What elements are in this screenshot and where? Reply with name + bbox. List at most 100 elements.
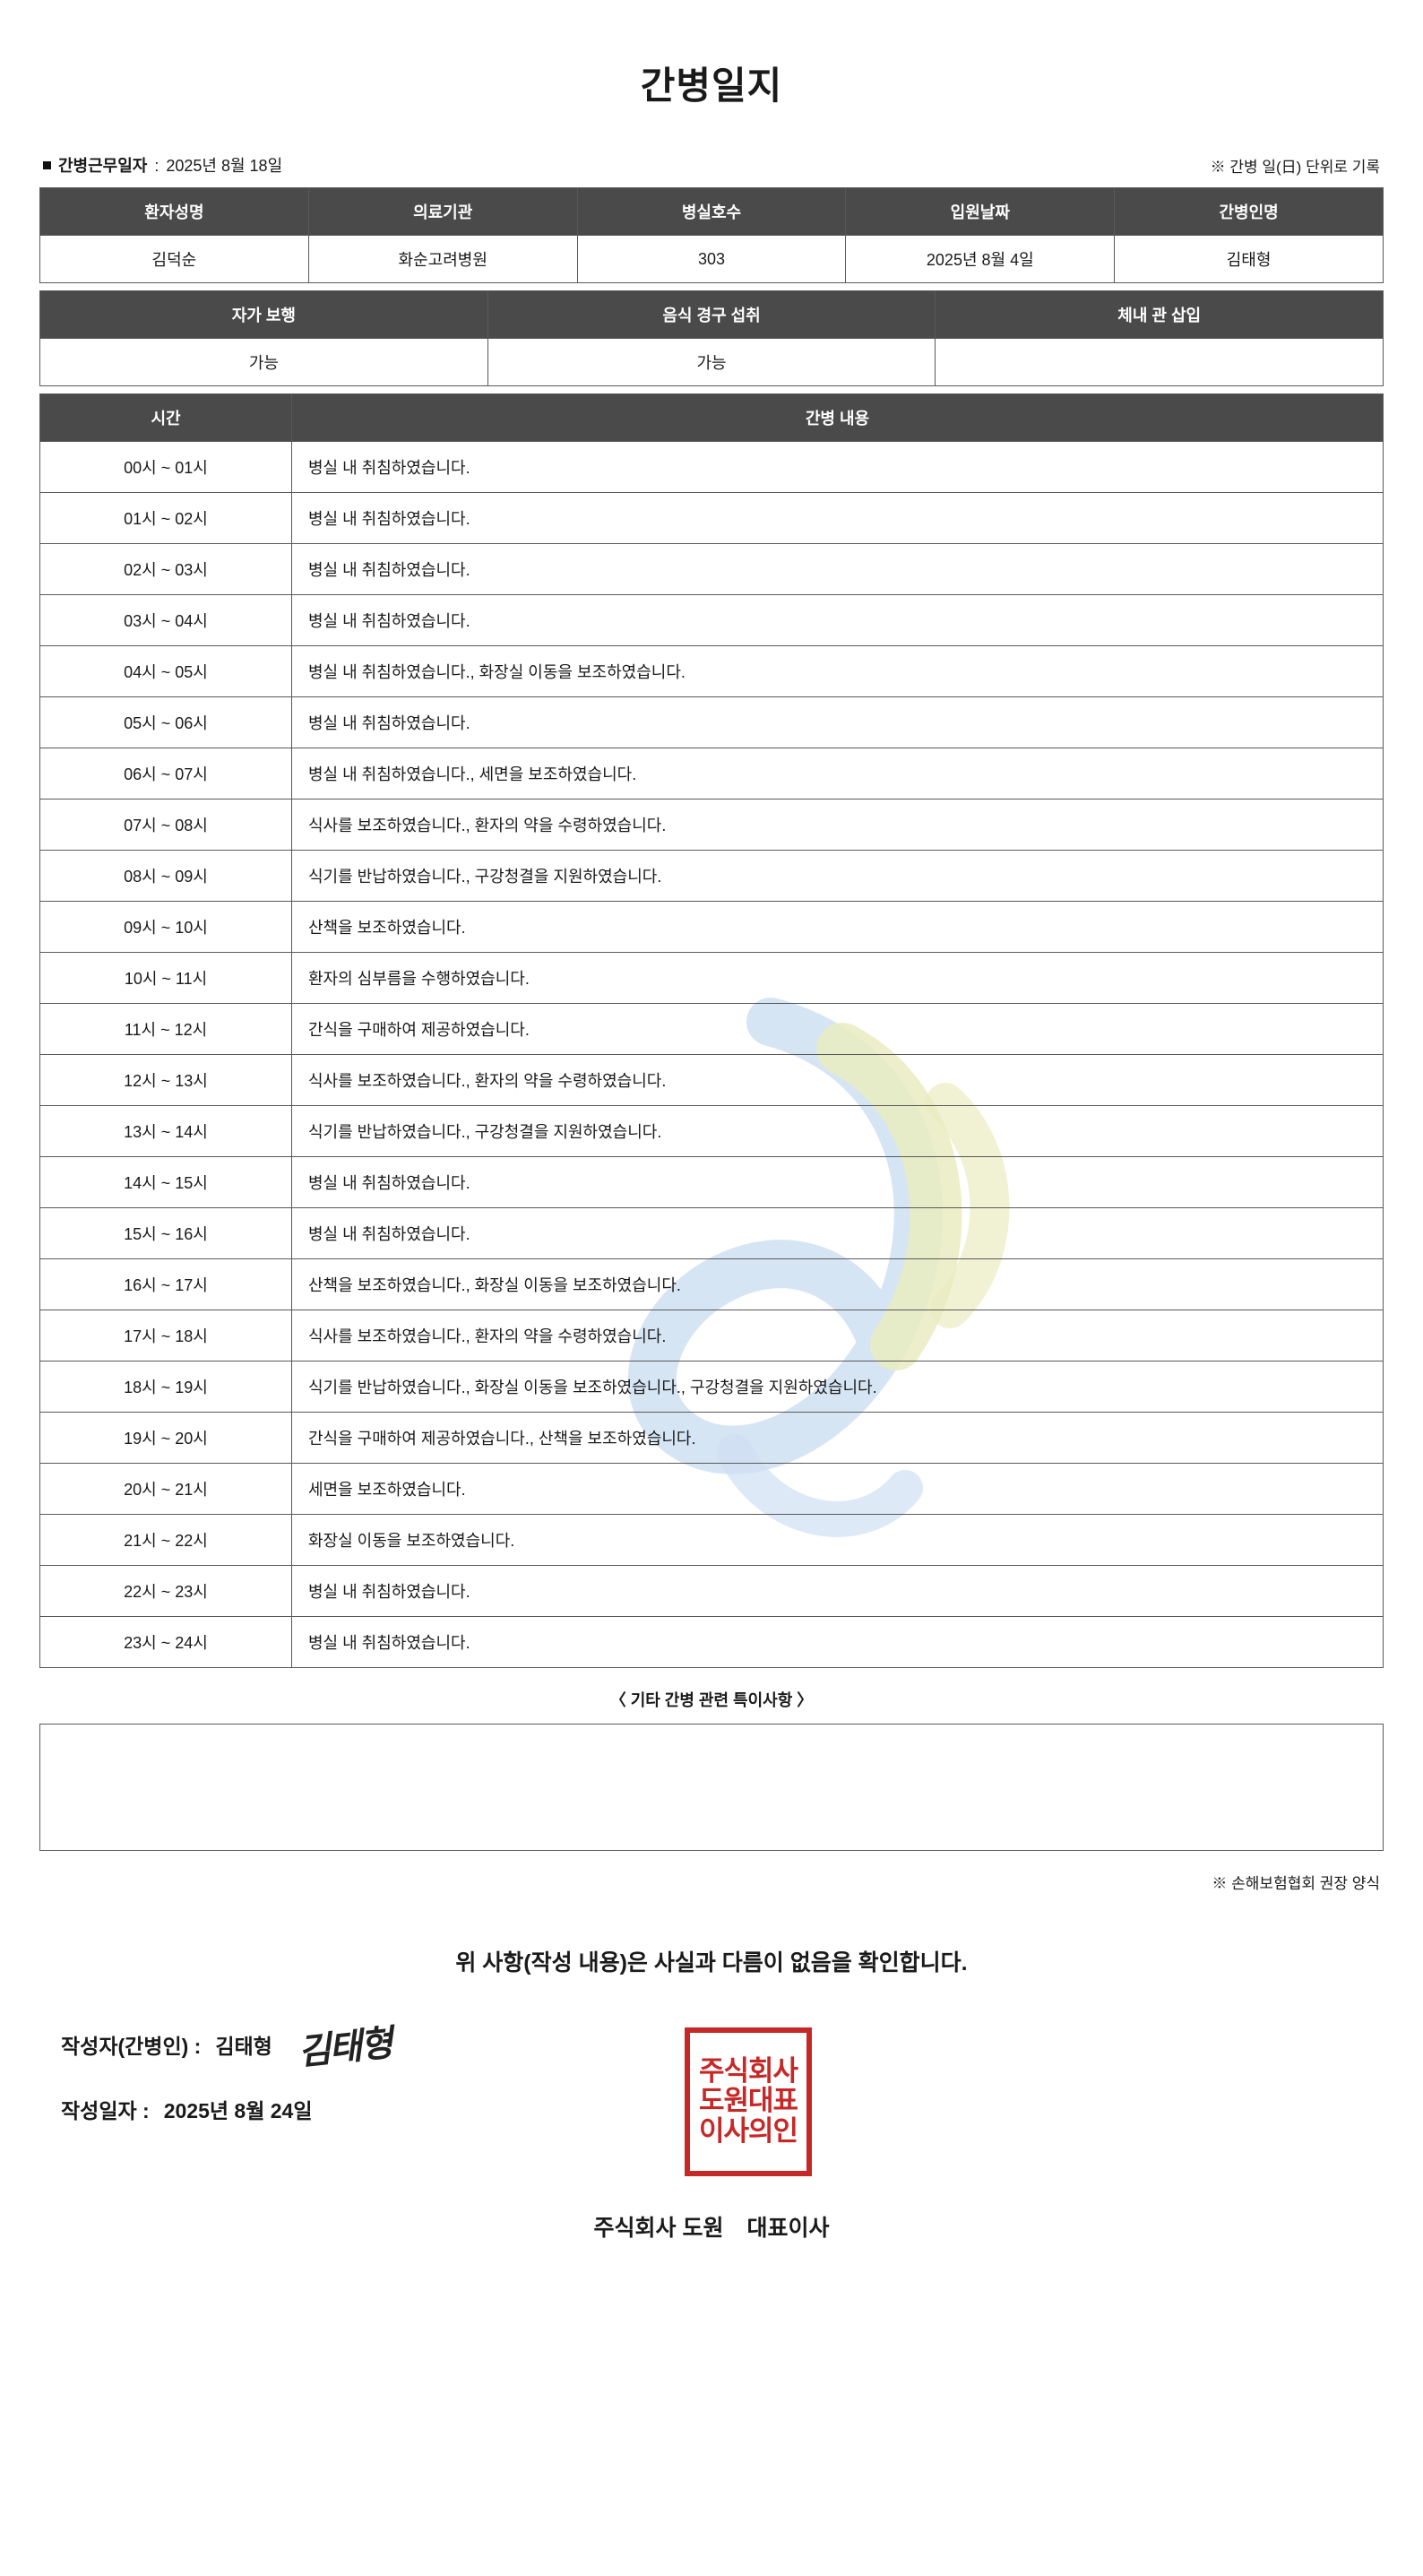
value-self-walking: 가능 [39, 338, 488, 386]
cell-time: 10시 ~ 11시 [39, 952, 292, 1004]
col-header-tube-insertion: 체내 관 삽입 [935, 290, 1384, 339]
cell-time: 13시 ~ 14시 [39, 1105, 292, 1157]
work-date-value: 2025년 8월 18일 [166, 157, 283, 175]
table-row: 15시 ~ 16시 병실 내 취침하였습니다. [39, 1207, 1384, 1259]
cell-care-content: 식기를 반납하였습니다., 화장실 이동을 보조하였습니다., 구강청결을 지원… [291, 1361, 1384, 1413]
cell-care-content: 병실 내 취침하였습니다. [291, 441, 1384, 493]
table-row: 02시 ~ 03시 병실 내 취침하였습니다. [39, 543, 1384, 595]
value-room-number: 303 [576, 235, 847, 283]
notes-input[interactable] [39, 1724, 1384, 1851]
value-hospital: 화순고려병원 [307, 235, 578, 283]
cell-time: 19시 ~ 20시 [39, 1412, 292, 1464]
company-role: 대표이사 [746, 2216, 830, 2241]
cell-time: 22시 ~ 23시 [39, 1565, 292, 1617]
sign-date-line: 작성일자 : 2025년 8월 24일 [39, 2070, 1384, 2124]
cell-time: 16시 ~ 17시 [39, 1258, 292, 1310]
company-seal-stamp: 주식회사 도원대표 이사의인 [685, 2027, 812, 2176]
cell-time: 23시 ~ 24시 [39, 1616, 292, 1668]
table-row: 13시 ~ 14시 식기를 반납하였습니다., 구강청결을 지원하였습니다. [39, 1105, 1384, 1157]
value-caregiver-name: 김태형 [1114, 235, 1384, 283]
col-header-oral-intake: 음식 경구 섭취 [487, 290, 936, 339]
author-label: 작성자(간병인) : [61, 2035, 202, 2058]
bullet-icon [43, 161, 51, 169]
sign-date-value: 2025년 8월 24일 [163, 2099, 313, 2122]
schedule-body: 00시 ~ 01시 병실 내 취침하였습니다. 01시 ~ 02시 병실 내 취침하… [39, 441, 1384, 1668]
confirmation-statement: 위 사항(작성 내용)은 사실과 다름이 없음을 확인합니다. [455, 1950, 968, 1975]
cell-time: 14시 ~ 15시 [39, 1156, 292, 1208]
cell-care-content: 병실 내 취침하였습니다. [291, 543, 1384, 595]
col-header-patient-name: 환자성명 [39, 187, 309, 236]
page-title: 간병일지 [640, 65, 783, 107]
cell-care-content: 병실 내 취침하였습니다., 화장실 이동을 보조하였습니다. [291, 645, 1384, 697]
table-row: 18시 ~ 19시 식기를 반납하였습니다., 화장실 이동을 보조하였습니다.,… [39, 1361, 1384, 1413]
work-date-separator: : [154, 157, 160, 175]
cell-care-content: 병실 내 취침하였습니다., 세면을 보조하였습니다. [291, 748, 1384, 800]
col-header-room-number: 병실호수 [576, 187, 847, 236]
cell-care-content: 식기를 반납하였습니다., 구강청결을 지원하였습니다. [291, 1105, 1384, 1157]
cell-time: 15시 ~ 16시 [39, 1207, 292, 1259]
cell-time: 06시 ~ 07시 [39, 748, 292, 800]
table-row: 12시 ~ 13시 식사를 보조하였습니다., 환자의 약을 수령하였습니다. [39, 1054, 1384, 1106]
cell-time: 12시 ~ 13시 [39, 1054, 292, 1106]
cell-care-content: 세면을 보조하였습니다. [291, 1463, 1384, 1515]
author-line: 작성자(간병인) : 김태형 김태형 [39, 2008, 1384, 2074]
table-row: 04시 ~ 05시 병실 내 취침하였습니다., 화장실 이동을 보조하였습니다. [39, 645, 1384, 697]
hourly-schedule-table: 시간 간병 내용 00시 ~ 01시 병실 내 취침하였습니다. 01시 ~ 02… [39, 393, 1384, 1668]
cell-care-content: 간식을 구매하여 제공하였습니다., 산책을 보조하였습니다. [291, 1412, 1384, 1464]
table-row: 17시 ~ 18시 식사를 보조하였습니다., 환자의 약을 수령하였습니다. [39, 1310, 1384, 1361]
table-row: 14시 ~ 15시 병실 내 취침하였습니다. [39, 1156, 1384, 1208]
cell-time: 00시 ~ 01시 [39, 441, 292, 493]
cell-care-content: 간식을 구매하여 제공하였습니다. [291, 1003, 1384, 1055]
cell-care-content: 병실 내 취침하였습니다. [291, 696, 1384, 748]
table-row: 05시 ~ 06시 병실 내 취침하였습니다. [39, 696, 1384, 748]
table-row-header: 자가 보행 음식 경구 섭취 체내 관 삽입 [39, 290, 1384, 339]
cell-care-content: 병실 내 취침하였습니다. [291, 1207, 1384, 1259]
cell-time: 17시 ~ 18시 [39, 1310, 292, 1361]
work-date-label: 간병근무일자 [58, 157, 148, 175]
cell-care-content: 병실 내 취침하였습니다. [291, 1616, 1384, 1668]
sign-date-label: 작성일자 : [61, 2099, 150, 2122]
cell-time: 03시 ~ 04시 [39, 594, 292, 646]
table-row: 23시 ~ 24시 병실 내 취침하였습니다. [39, 1616, 1384, 1668]
company-name: 주식회사 도원 [593, 2216, 724, 2241]
table-row: 19시 ~ 20시 간식을 구매하여 제공하였습니다., 산책을 보조하였습니다. [39, 1412, 1384, 1464]
cell-time: 11시 ~ 12시 [39, 1003, 292, 1055]
table-row: 16시 ~ 17시 산책을 보조하였습니다., 화장실 이동을 보조하였습니다. [39, 1258, 1384, 1310]
stamp-line-2: 도원대표 [698, 2085, 798, 2118]
company-line: 주식회사 도원 대표이사 주식회사 도원대표 이사의인 [39, 2027, 1384, 2243]
spacer [39, 283, 1384, 290]
col-header-care-content: 간병 내용 [291, 393, 1384, 442]
col-header-caregiver-name: 간병인명 [1114, 187, 1384, 236]
table-row: 09시 ~ 10시 산책을 보조하였습니다. [39, 901, 1384, 953]
table-row: 가능 가능 [39, 338, 1384, 386]
spacer [39, 386, 1384, 393]
cell-care-content: 병실 내 취침하였습니다. [291, 1565, 1384, 1617]
patient-info-table: 환자성명 의료기관 병실호수 입원날짜 간병인명 김덕순 화순고려병원 303 … [39, 187, 1384, 283]
col-header-admission-date: 입원날짜 [845, 187, 1116, 236]
value-oral-intake: 가능 [487, 338, 936, 386]
handwritten-signature: 김태형 [296, 2021, 393, 2074]
cell-time: 04시 ~ 05시 [39, 645, 292, 697]
table-row: 03시 ~ 04시 병실 내 취침하였습니다. [39, 594, 1384, 646]
cell-time: 08시 ~ 09시 [39, 850, 292, 902]
cell-care-content: 환자의 심부름을 수행하였습니다. [291, 952, 1384, 1004]
association-form-note: ※ 손해보험협회 권장 양식 [1212, 1875, 1380, 1892]
table-row: 20시 ~ 21시 세면을 보조하였습니다. [39, 1463, 1384, 1515]
value-tube-insertion [935, 338, 1384, 386]
cell-time: 01시 ~ 02시 [39, 492, 292, 544]
cell-time: 09시 ~ 10시 [39, 901, 292, 953]
cell-care-content: 식사를 보조하였습니다., 환자의 약을 수령하였습니다. [291, 799, 1384, 851]
col-header-hospital: 의료기관 [307, 187, 578, 236]
table-row: 06시 ~ 07시 병실 내 취침하였습니다., 세면을 보조하였습니다. [39, 748, 1384, 800]
col-header-self-walking: 자가 보행 [39, 290, 488, 339]
record-unit-note: ※ 간병 일(日) 단위로 기록 [1210, 159, 1380, 176]
table-row: 21시 ~ 22시 화장실 이동을 보조하였습니다. [39, 1514, 1384, 1566]
cell-care-content: 화장실 이동을 보조하였습니다. [291, 1514, 1384, 1566]
table-row: 11시 ~ 12시 간식을 구매하여 제공하였습니다. [39, 1003, 1384, 1055]
cell-care-content: 산책을 보조하였습니다., 화장실 이동을 보조하였습니다. [291, 1258, 1384, 1310]
care-condition-table: 자가 보행 음식 경구 섭취 체내 관 삽입 가능 가능 [39, 290, 1384, 386]
table-row: 00시 ~ 01시 병실 내 취침하였습니다. [39, 441, 1384, 493]
cell-care-content: 식사를 보조하였습니다., 환자의 약을 수령하였습니다. [291, 1054, 1384, 1106]
table-row: 10시 ~ 11시 환자의 심부름을 수행하였습니다. [39, 952, 1384, 1004]
